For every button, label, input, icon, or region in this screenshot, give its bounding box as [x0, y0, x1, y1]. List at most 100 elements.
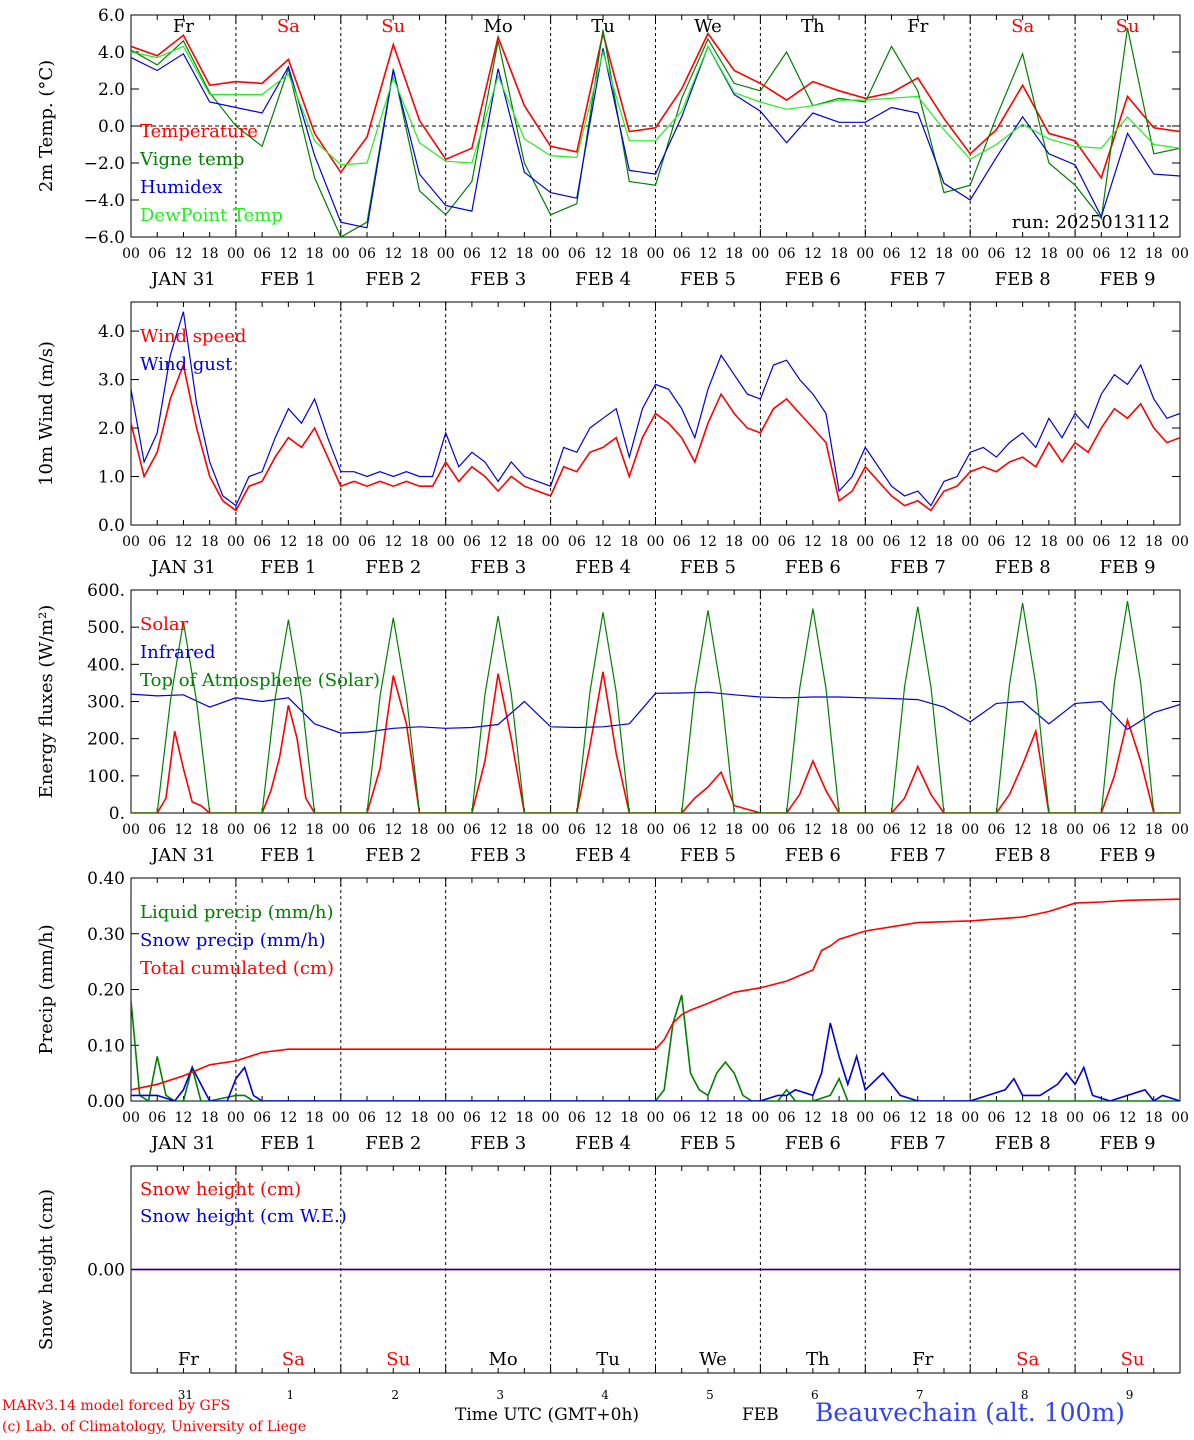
x-tick-label: 06: [358, 534, 376, 550]
panel-5: 0.00 Snow height (cm) Snow height (cm) Snow…: [36, 1165, 1181, 1402]
x-tick-label: 12: [909, 1110, 927, 1126]
x-tick-label: 12: [594, 1110, 612, 1126]
weekday-label: Mo: [489, 1349, 518, 1370]
day-number: 2: [391, 1388, 399, 1402]
x-tick-label: 18: [1040, 1110, 1058, 1126]
day-label: FEB 2: [365, 269, 421, 290]
weekday-label: Th: [801, 16, 825, 37]
x-tick-label: 00: [332, 534, 350, 550]
x-tick-label: 18: [515, 534, 533, 550]
x-tick-label: 18: [1145, 1110, 1163, 1126]
x-tick-label: 00: [122, 822, 140, 838]
day-label: FEB 7: [890, 269, 946, 290]
x-tick-label: 00: [332, 822, 350, 838]
day-label: FEB 5: [680, 269, 736, 290]
x-tick-label: 12: [175, 246, 193, 262]
panel-4: 00 06 12 18 00 06 12 18 00 06 12 18 00 06 12 18 00 06 12 18…: [36, 869, 1189, 1154]
day-label: FEB 3: [470, 1133, 526, 1154]
x-tick-label: 00: [961, 822, 979, 838]
x-tick-label: 18: [620, 534, 638, 550]
x-tick-label: 06: [1092, 534, 1110, 550]
x-tick-label: 06: [358, 1110, 376, 1126]
x-tick-label: 18: [935, 1110, 953, 1126]
x-tick-label: 12: [384, 1110, 402, 1126]
weekday-label: Fr: [907, 16, 928, 37]
legend-entry: Solar: [140, 614, 189, 635]
x-tick-label: 06: [358, 822, 376, 838]
day-label: FEB 4: [575, 269, 631, 290]
y-tick-label: 100.: [87, 767, 125, 787]
weekday-label: Fr: [178, 1349, 199, 1370]
series-line-dewpoint-temp: [131, 45, 1180, 166]
weekday-label: Sa: [1016, 1349, 1039, 1370]
x-tick-label: 00: [647, 534, 665, 550]
weekday-label: Su: [1116, 16, 1140, 37]
x-tick-label: 12: [909, 822, 927, 838]
x-tick-label: 18: [1040, 534, 1058, 550]
y-axis-title: Energy fluxes (W/m²): [36, 605, 57, 799]
day-number: 6: [811, 1388, 819, 1402]
x-tick-label: 00: [856, 534, 874, 550]
x-tick-label: 18: [935, 534, 953, 550]
legend-entry: Temperature: [140, 121, 258, 142]
legend-entry: Total cumulated (cm): [140, 958, 334, 979]
x-tick-label: 00: [122, 246, 140, 262]
day-label: FEB 6: [785, 845, 841, 866]
y-tick-label: 1.0: [98, 468, 125, 488]
x-tick-label: 12: [1014, 246, 1032, 262]
day-label: FEB 1: [260, 269, 316, 290]
series-line-humidex: [131, 44, 1180, 229]
x-tick-label: 18: [306, 246, 324, 262]
x-tick-label: 12: [384, 246, 402, 262]
x-tick-label: 18: [935, 246, 953, 262]
y-tick-label: 300.: [87, 693, 125, 713]
x-tick-label: 00: [1066, 822, 1084, 838]
x-tick-label: 12: [909, 534, 927, 550]
x-tick-label: 12: [489, 534, 507, 550]
x-tick-label: 12: [804, 534, 822, 550]
x-tick-label: 06: [148, 1110, 166, 1126]
x-tick-label: 00: [227, 246, 245, 262]
x-tick-label: 06: [148, 822, 166, 838]
x-tick-label: 06: [673, 1110, 691, 1126]
legend-entry: Snow height (cm W.E.): [140, 1206, 347, 1227]
x-tick-label: 06: [883, 246, 901, 262]
series-line-total-cumulated-cm-: [131, 898, 1180, 1091]
x-tick-label: 12: [699, 246, 717, 262]
y-tick-label: 0.0: [98, 117, 125, 137]
x-tick-label: 12: [279, 246, 297, 262]
y-tick-label: 4.0: [98, 322, 125, 342]
y-tick-label: 0.0: [98, 516, 125, 536]
x-tick-label: 00: [1171, 1110, 1189, 1126]
x-tick-label: 18: [830, 822, 848, 838]
x-tick-label: 00: [751, 246, 769, 262]
x-tick-label: 00: [647, 1110, 665, 1126]
day-number: 31: [178, 1388, 193, 1402]
x-tick-label: 18: [201, 822, 219, 838]
x-tick-label: 18: [725, 1110, 743, 1126]
x-tick-label: 12: [699, 534, 717, 550]
day-label: FEB 2: [365, 845, 421, 866]
series-line-infrared: [131, 691, 1180, 734]
legend-entry: Vigne temp: [139, 149, 244, 170]
day-label: FEB 5: [680, 1133, 736, 1154]
x-tick-label: 18: [830, 246, 848, 262]
day-label: FEB 8: [995, 557, 1051, 578]
x-tick-label: 12: [804, 822, 822, 838]
day-label: FEB 4: [575, 1133, 631, 1154]
y-tick-label: 0.00: [87, 1092, 125, 1112]
x-tick-label: 18: [411, 822, 429, 838]
day-label: FEB 3: [470, 845, 526, 866]
day-label: JAN 31: [149, 269, 216, 290]
x-tick-label: 06: [253, 822, 271, 838]
x-tick-label: 00: [856, 822, 874, 838]
y-tick-label: 200.: [87, 730, 125, 750]
x-tick-label: 18: [515, 1110, 533, 1126]
x-tick-label: 12: [489, 1110, 507, 1126]
x-tick-label: 18: [515, 246, 533, 262]
day-label: FEB 9: [1100, 1133, 1156, 1154]
x-tick-label: 12: [804, 246, 822, 262]
day-label: FEB 8: [995, 845, 1051, 866]
x-tick-label: 18: [201, 246, 219, 262]
day-label: FEB 4: [575, 557, 631, 578]
